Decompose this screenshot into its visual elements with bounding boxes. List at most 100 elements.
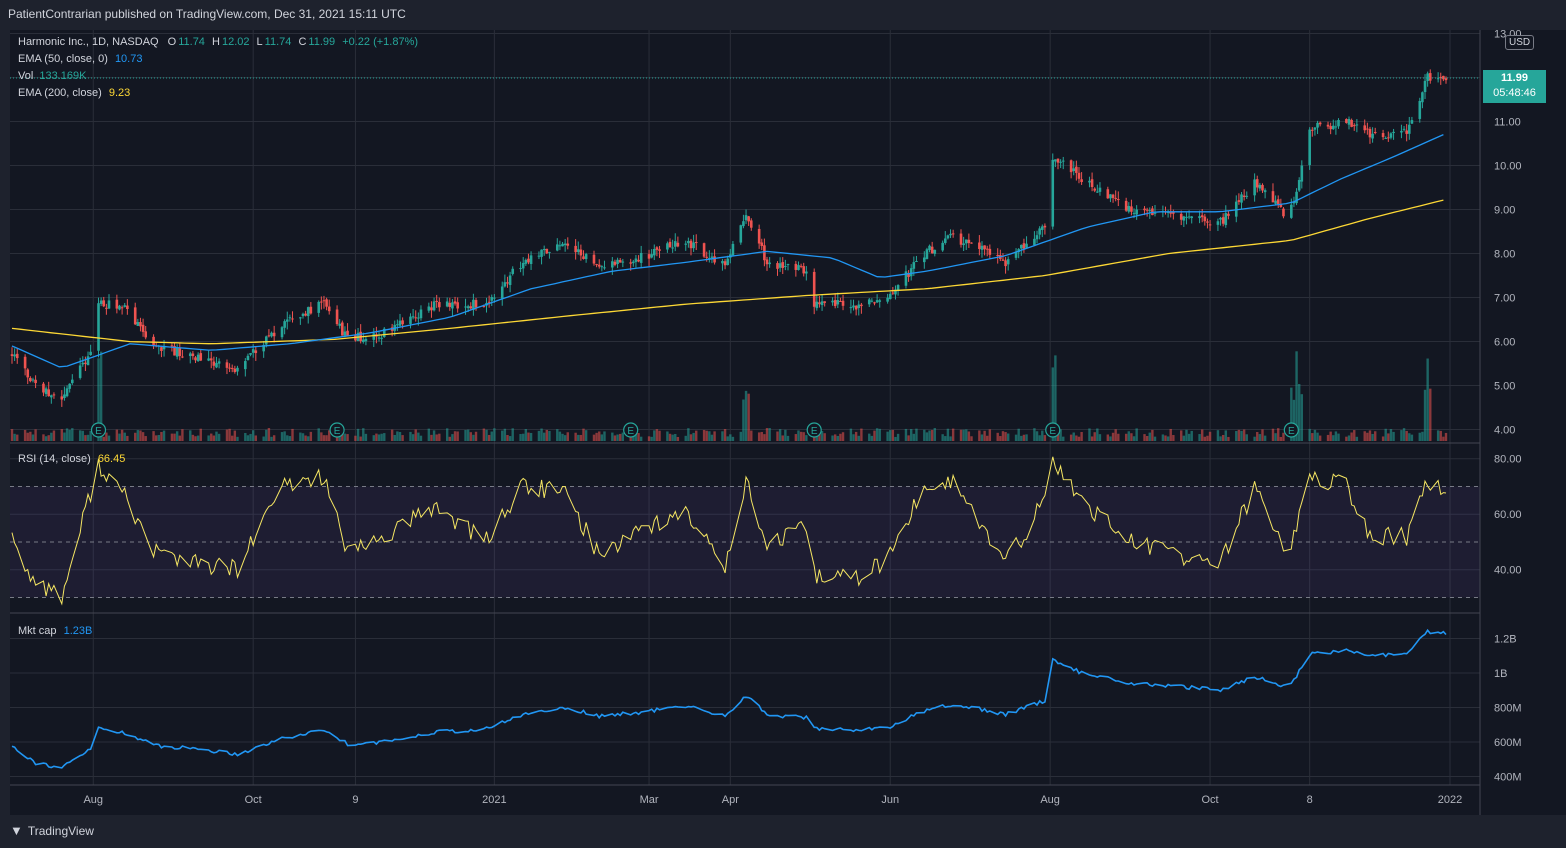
candle-body [65,388,69,397]
volume-bar [849,428,853,441]
volume-bar [1368,430,1372,441]
candle-body [1439,76,1443,78]
earnings-marker-icon[interactable] [329,422,345,438]
volume-bar [1077,436,1081,441]
volume-bar [1127,431,1130,441]
volume-bar [1166,436,1170,441]
volume-bar [1295,351,1298,441]
candle-body [126,305,129,309]
candle-body [417,317,420,319]
volume-bar [1292,399,1296,441]
price-axis-area[interactable] [1480,30,1566,815]
earnings-marker-icon[interactable] [1283,422,1299,438]
volume-bar [1017,428,1020,441]
candle-body [317,301,321,313]
candle-body [584,254,588,260]
volume-bar [757,432,761,441]
ohlc-h-value: 12.02 [221,36,250,48]
volume-bar [786,435,790,441]
volume-bar [868,433,871,441]
volume-bar [1187,433,1191,441]
earnings-marker-label: E [95,426,102,437]
candle-body [524,259,528,264]
candle-body [666,243,669,250]
candle-body [1020,244,1023,249]
volume-bar [1279,436,1283,441]
candle-body [721,260,724,264]
volume-bar [154,435,158,441]
last-price-label: 11.99 05:48:46 [1483,70,1546,103]
volume-bar [909,429,913,441]
candle-body [1402,128,1406,130]
rsi-legend[interactable]: RSI (14, close) 66.45 [18,453,125,465]
earnings-marker-label: E [334,426,341,437]
volume-bar [1219,436,1222,441]
candle-body [283,321,286,328]
candle-body [199,353,203,361]
volume-bar [120,429,124,441]
symbol-title[interactable]: Harmonic Inc., 1D, NASDAQ [18,36,159,48]
earnings-marker-icon[interactable] [90,422,107,438]
currency-badge[interactable]: USD [1505,35,1535,50]
candle-body [655,247,659,250]
price-axis-tick: 7.00 [1494,293,1515,305]
candle-body [212,361,216,366]
candle-body [401,320,404,325]
volume-bar [616,434,619,441]
candle-body [723,261,727,266]
candle-body [1208,224,1212,226]
candle-body [144,331,148,338]
candle-body [346,330,349,336]
candle-body [466,306,470,309]
candle-body [194,357,197,361]
candle-body [978,242,981,249]
earnings-marker-icon[interactable] [1045,422,1061,438]
volume-bar [1366,432,1369,441]
candle-body [805,271,808,274]
volume-bar [343,433,347,441]
volume-bar [10,429,14,441]
volume-bar [270,436,273,441]
candle-body [1368,128,1372,138]
volume-bar [453,431,457,441]
candle-body [1337,119,1340,127]
candle-body [1145,209,1149,211]
volume-bar [692,432,695,441]
mcap-axis-tick: 600M [1494,737,1522,749]
tradingview-logo[interactable]: ⁠▼⁠ TradingView [10,823,94,838]
candle-body [1245,195,1249,197]
ema50-legend[interactable]: EMA (50, close, 0) 10.73 [18,53,142,65]
volume-bar [684,435,687,441]
candle-body [1405,130,1408,134]
candle-body [652,248,656,256]
candle-body [1234,201,1238,217]
volume-bar [1374,431,1377,441]
volume-bar [629,435,632,441]
volume-bar [194,436,197,441]
earnings-marker-icon[interactable] [806,422,822,438]
earnings-marker-icon[interactable] [623,422,639,438]
volume-legend[interactable]: Vol 133.169K [18,70,86,82]
volume-bar [702,429,706,441]
volume-bar [490,431,493,441]
volume-bar [1135,428,1138,441]
volume-bar [380,433,383,441]
candle-body [225,362,229,368]
candle-body [778,263,782,268]
volume-bar [307,436,310,441]
volume-bar [637,433,640,441]
volume-bar [584,430,588,441]
volume-bar [566,432,569,441]
volume-bar [1001,431,1005,441]
candle-body [907,273,910,277]
candle-body [1124,200,1128,211]
mcap-label: Mkt cap [18,625,57,637]
volume-bar [251,430,255,441]
candle-body [170,345,174,347]
mcap-legend[interactable]: Mkt cap 1.23B [18,625,92,637]
price-axis-tick: 4.00 [1494,425,1515,437]
ema200-legend[interactable]: EMA (200, close) 9.23 [18,87,130,99]
candle-body [545,248,549,254]
volume-bar [341,430,344,441]
